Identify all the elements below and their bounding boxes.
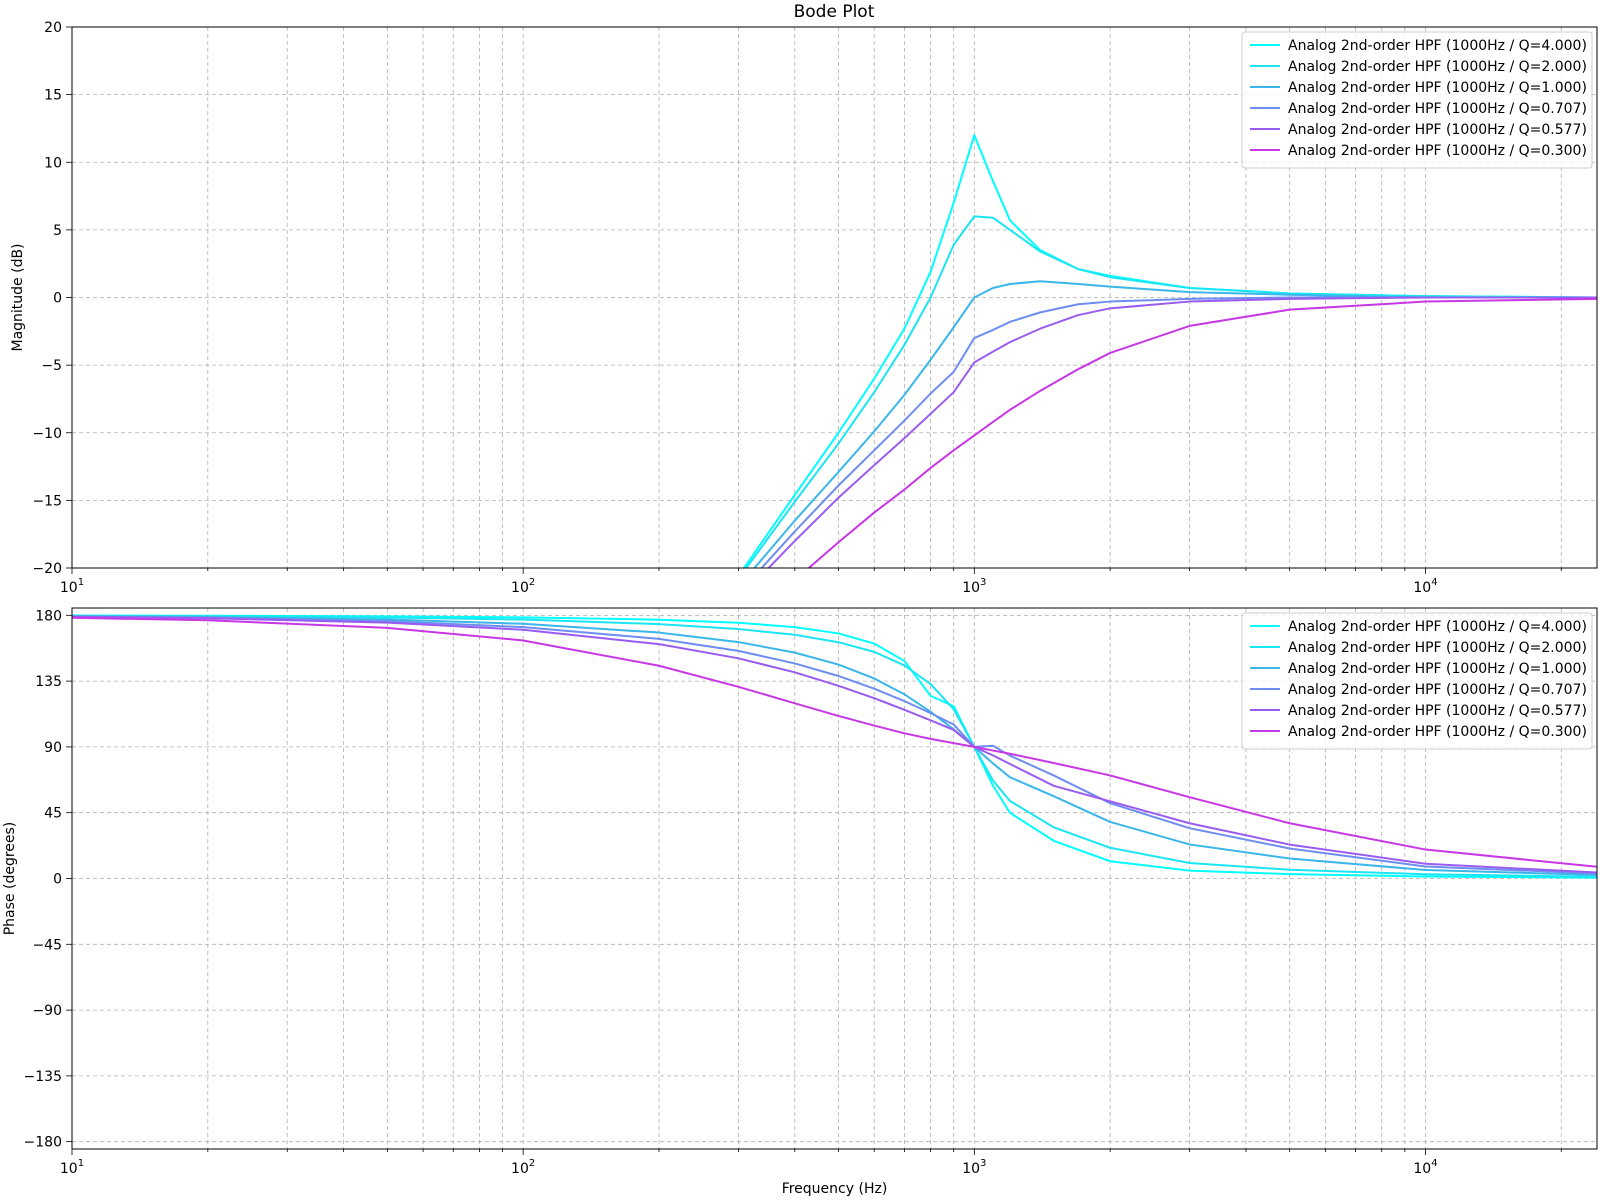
legend-entry-label: Analog 2nd-order HPF (1000Hz / Q=2.000): [1288, 59, 1587, 75]
series-line-q4: [72, 615, 1597, 875]
phase-axis-ticks: −180 −135 −90 −45 0 45 90 135 180 101 102 103 104: [24, 608, 1562, 1177]
y-tick-label: −135: [24, 1069, 62, 1085]
y-tick-label: 180: [35, 608, 62, 624]
x-tick-label: 103: [962, 577, 986, 596]
magnitude-series-group: [742, 134, 1597, 568]
x-tick-label: 103: [962, 1158, 986, 1177]
legend-entry-label: Analog 2nd-order HPF (1000Hz / Q=0.300): [1288, 143, 1587, 159]
series-line-q5: [72, 615, 1597, 874]
legend-entry-label: Analog 2nd-order HPF (1000Hz / Q=0.707): [1288, 101, 1587, 117]
y-tick-label: 20: [44, 20, 62, 36]
magnitude-axis-ticks: −20 −15 −10 −5 0 5 10 15 20 101 102 103 104: [32, 20, 1562, 596]
x-tick-label: 104: [1413, 1158, 1437, 1177]
y-tick-label: 0: [53, 872, 62, 888]
series-line-q5: [767, 296, 1597, 568]
y-tick-label: −10: [32, 426, 62, 442]
chart-title: Bode Plot: [794, 2, 875, 22]
series-line-q2: [745, 215, 1597, 568]
y-tick-label: −180: [24, 1135, 62, 1151]
legend-entry-label: Analog 2nd-order HPF (1000Hz / Q=0.707): [1288, 682, 1587, 698]
series-line-q3: [753, 280, 1597, 568]
x-tick-label: 104: [1413, 577, 1437, 596]
y-tick-label: −20: [32, 561, 62, 577]
x-tick-label: 101: [60, 1158, 84, 1177]
legend-entry-label: Analog 2nd-order HPF (1000Hz / Q=2.000): [1288, 640, 1587, 656]
legend-box: [1241, 31, 1593, 169]
y-tick-label: 10: [44, 155, 62, 171]
series-line-q1: [742, 134, 1597, 568]
series-line-q3: [72, 615, 1597, 876]
legend-entry-label: Analog 2nd-order HPF (1000Hz / Q=4.000): [1288, 38, 1587, 54]
y-tick-label: 90: [44, 740, 62, 756]
legend-entry-label: Analog 2nd-order HPF (1000Hz / Q=1.000): [1288, 661, 1587, 677]
phase-legend: Analog 2nd-order HPF (1000Hz / Q=4.000) A…: [1241, 612, 1593, 750]
magnitude-legend: Analog 2nd-order HPF (1000Hz / Q=4.000) A…: [1241, 31, 1593, 169]
series-line-q6: [807, 297, 1597, 568]
x-tick-label: 102: [511, 577, 535, 596]
series-line-q2: [72, 614, 1597, 878]
x-tick-label: 101: [60, 577, 84, 596]
series-line-q1: [72, 614, 1597, 879]
magnitude-y-axis-label: Magnitude (dB): [10, 243, 26, 351]
legend-entry-label: Analog 2nd-order HPF (1000Hz / Q=0.300): [1288, 724, 1587, 740]
series-line-q4: [760, 296, 1597, 568]
magnitude-subplot: −20 −15 −10 −5 0 5 10 15 20 101 102 103 104 Magnitud…: [10, 20, 1598, 596]
legend-entry-label: Analog 2nd-order HPF (1000Hz / Q=0.577): [1288, 122, 1587, 138]
y-tick-label: −90: [32, 1003, 62, 1019]
y-tick-label: −5: [41, 358, 62, 374]
y-tick-label: −15: [32, 493, 62, 509]
series-line-q6: [72, 616, 1597, 868]
y-tick-label: 5: [53, 223, 62, 239]
phase-subplot: −180 −135 −90 −45 0 45 90 135 180 101 102 103 104 Ph…: [2, 607, 1598, 1197]
legend-entry-label: Analog 2nd-order HPF (1000Hz / Q=0.577): [1288, 703, 1587, 719]
legend-entry-label: Analog 2nd-order HPF (1000Hz / Q=4.000): [1288, 619, 1587, 635]
phase-series-group: [72, 614, 1597, 879]
phase-grid: [71, 608, 1597, 1149]
phase-y-axis-label: Phase (degrees): [2, 822, 18, 936]
y-tick-label: 0: [53, 291, 62, 307]
y-tick-label: 15: [44, 88, 62, 104]
frequency-x-axis-label: Frequency (Hz): [782, 1181, 888, 1197]
y-tick-label: 45: [44, 806, 62, 822]
x-tick-label: 102: [511, 1158, 535, 1177]
y-tick-label: −45: [32, 937, 62, 953]
legend-entry-label: Analog 2nd-order HPF (1000Hz / Q=1.000): [1288, 80, 1587, 96]
legend-box: [1241, 612, 1593, 750]
y-tick-label: 135: [35, 674, 62, 690]
